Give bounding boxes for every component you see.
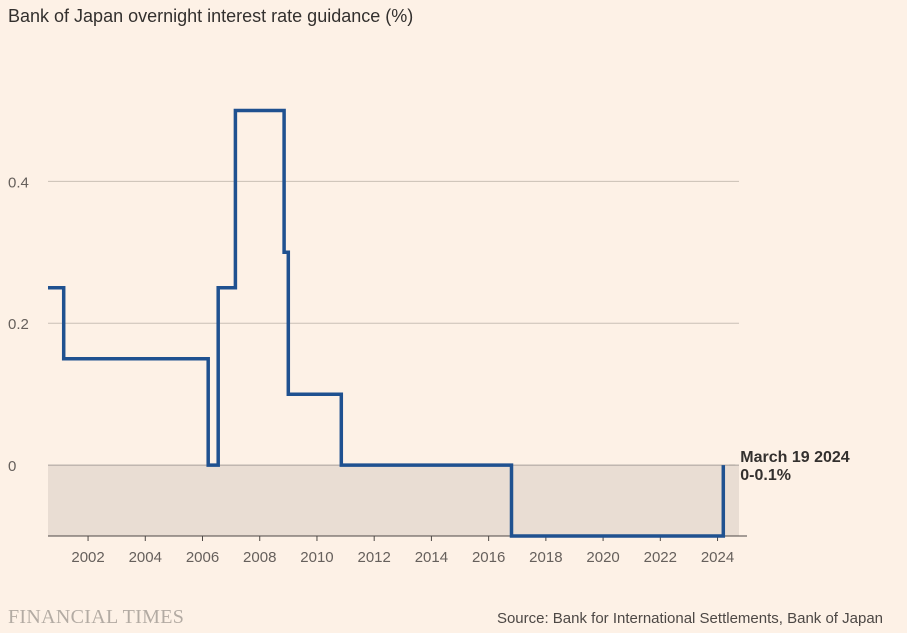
x-tick-label: 2016: [472, 549, 505, 566]
x-tick-label: 2022: [644, 549, 677, 566]
rate-series-line: [48, 108, 726, 538]
source-note: Source: Bank for International Settlemen…: [496, 610, 883, 627]
x-tick-label: 2008: [243, 549, 276, 566]
brand-logo: FINANCIAL TIMES: [8, 606, 185, 628]
x-tick-label: 2002: [71, 549, 104, 566]
x-tick-label: 2006: [186, 549, 219, 566]
x-tick-label: 2020: [586, 549, 619, 566]
x-tick-label: 2010: [300, 549, 333, 566]
y-tick-label: 0: [8, 458, 16, 475]
annotation-date: March 19 2024: [740, 449, 850, 466]
x-tick-label: 2014: [415, 549, 448, 566]
negative-region-shade: [48, 465, 739, 536]
annotation-value: 0-0.1%: [740, 467, 791, 484]
x-tick-label: 2018: [529, 549, 562, 566]
y-tick-label: 0.4: [8, 174, 29, 191]
y-tick-label: 0.2: [8, 316, 29, 333]
x-tick-label: 2004: [129, 549, 162, 566]
x-tick-label: 2012: [357, 549, 390, 566]
x-tick-label: 2024: [701, 549, 734, 566]
chart-title: Bank of Japan overnight interest rate gu…: [8, 6, 414, 26]
